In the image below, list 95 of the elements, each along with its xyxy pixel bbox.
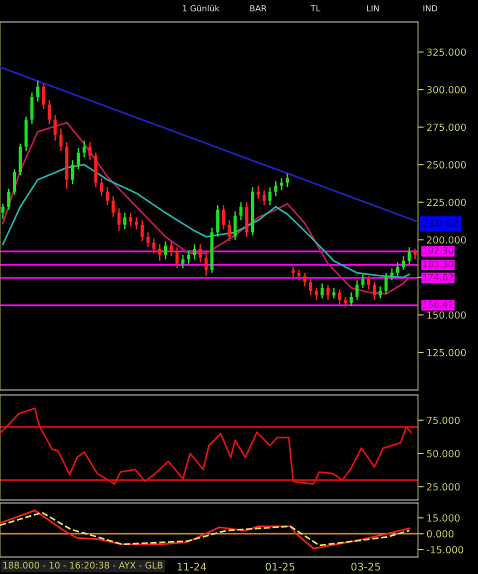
candlestick	[146, 232, 150, 248]
candlestick	[181, 254, 184, 270]
y-tick-label: 25.000	[427, 483, 460, 491]
candlestick	[76, 147, 80, 170]
y-tick-label: 150.000	[427, 311, 466, 319]
candlestick	[280, 178, 284, 191]
ref-line-label: 174.62	[423, 274, 453, 281]
candlestick	[48, 99, 51, 125]
text: 188.000 - 10 - 16:20:38 - AYX - GLB	[3, 562, 162, 569]
candlestick	[82, 140, 86, 158]
candlestick	[367, 275, 370, 290]
candlestick	[355, 280, 359, 301]
candlestick	[30, 92, 34, 125]
candlestick	[396, 262, 400, 277]
candlestick	[378, 286, 382, 300]
candlestick	[106, 186, 109, 206]
candlestick	[228, 220, 231, 242]
candlestick	[268, 186, 272, 206]
candlestick	[158, 244, 162, 262]
text: TL	[310, 5, 320, 12]
candlestick	[292, 266, 295, 278]
text: BAR	[250, 5, 266, 12]
y-tick-label: 50.000	[427, 450, 460, 458]
annotation: 210.62	[422, 218, 458, 227]
candlestick	[372, 281, 376, 301]
candlestick	[234, 210, 237, 240]
candlestick	[297, 269, 301, 282]
x-tick-label: 03-25	[351, 562, 380, 571]
line-series	[2, 164, 410, 278]
candlestick	[164, 240, 168, 260]
candlestick	[414, 248, 417, 260]
candlestick	[350, 292, 353, 307]
candlestick	[390, 268, 394, 282]
candlestick	[303, 272, 306, 288]
candlestick	[262, 190, 266, 206]
candlestick	[1, 203, 4, 220]
y-tick-label: 0.000	[426, 530, 454, 538]
candlestick	[338, 288, 342, 306]
candlestick	[140, 220, 144, 242]
candlestick	[361, 274, 364, 289]
x-tick-label: 01-25	[266, 562, 294, 571]
candlestick	[408, 246, 411, 265]
text: 1 Günlük	[182, 4, 220, 12]
y-tick-label: 15.000	[427, 514, 460, 522]
candlestick	[198, 244, 202, 264]
candlestick	[100, 178, 104, 197]
candlestick	[134, 216, 138, 230]
candlestick	[314, 287, 318, 301]
candlestick	[326, 284, 330, 301]
candlestick	[112, 196, 115, 218]
candlestick	[54, 114, 57, 142]
candlestick	[222, 204, 226, 230]
candlestick	[170, 240, 173, 258]
y-tick-label: -15.000	[426, 546, 464, 554]
text: IND	[423, 5, 438, 12]
ref-line-label: 156.41	[423, 301, 453, 308]
y-tick-label: 200.000	[427, 236, 466, 244]
candlestick	[332, 287, 336, 300]
candlestick	[256, 185, 260, 200]
candlestick	[175, 246, 179, 270]
candlestick	[286, 173, 289, 188]
candlestick	[344, 296, 348, 308]
y-tick-label: 75.000	[427, 416, 460, 424]
candlestick	[192, 244, 196, 260]
candlestick	[152, 238, 156, 254]
candlestick	[123, 212, 126, 230]
candlestick	[129, 212, 132, 227]
candlestick	[187, 250, 190, 265]
candlestick	[402, 256, 406, 271]
y-tick-label: 275.000	[427, 124, 466, 131]
candlestick	[88, 141, 92, 161]
candlestick	[216, 204, 220, 238]
candlestick	[70, 159, 74, 185]
text: LIN	[366, 5, 379, 12]
y-tick-label: 300.000	[427, 86, 466, 94]
candlestick	[384, 272, 388, 295]
candlestick	[7, 188, 10, 210]
y-tick-label: 225.000	[427, 198, 466, 206]
candlestick	[320, 282, 324, 300]
candlestick	[12, 168, 16, 196]
candlestick	[59, 128, 63, 152]
candlestick	[42, 82, 46, 110]
y-tick-label: 325.000	[427, 48, 466, 56]
y-tick-label: 250.000	[427, 161, 466, 169]
candlestick	[36, 80, 40, 102]
candlestick	[204, 252, 208, 277]
candlestick	[274, 180, 278, 197]
ref-line-label: 192.30	[423, 247, 454, 254]
candlestick	[309, 278, 312, 296]
candlestick	[117, 208, 121, 232]
y-tick-label: 125.000	[427, 348, 466, 356]
candlestick	[239, 202, 243, 221]
line-series	[2, 122, 410, 295]
ref-line-label: 183.30	[423, 260, 454, 268]
x-tick-label: 11-24	[178, 562, 206, 570]
